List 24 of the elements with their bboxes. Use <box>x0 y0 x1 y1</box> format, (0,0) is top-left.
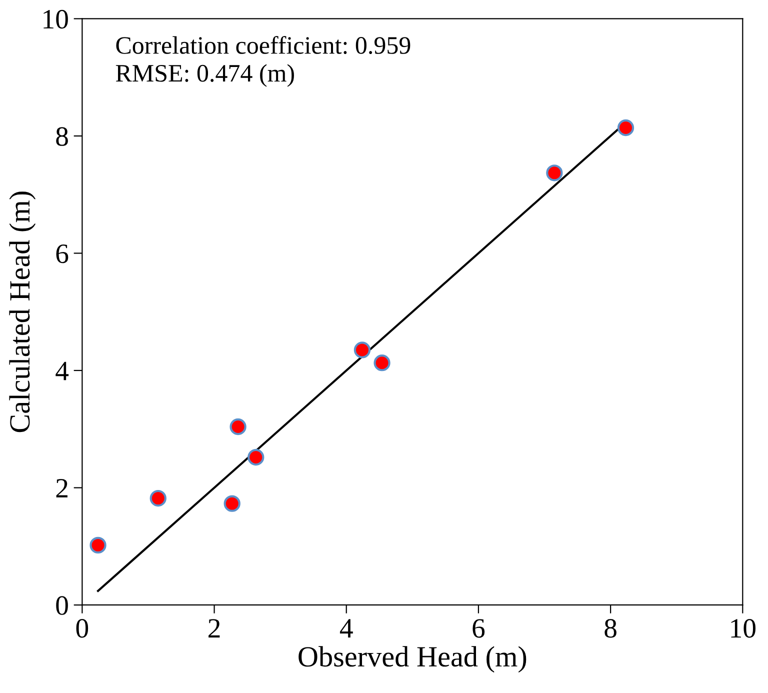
annotation: Correlation coefficient: 0.959 RMSE: 0.474 (m) <box>116 36 410 87</box>
x-tick-label: 10 <box>731 618 756 638</box>
y-axis-title: Calculated Head (m) <box>9 192 36 432</box>
point <box>150 490 166 507</box>
point <box>248 448 264 466</box>
y-tick-label: 4 <box>56 362 69 380</box>
y-tick-label: 0 <box>56 596 68 615</box>
y-tick-label: 10 <box>44 10 68 29</box>
x-tick-label: 2 <box>208 619 220 638</box>
point <box>90 536 106 554</box>
point <box>617 119 634 136</box>
point <box>546 164 563 182</box>
point <box>354 342 371 358</box>
x-tick-label: 0 <box>76 618 88 638</box>
point <box>224 495 240 512</box>
x-axis-title: Observed Head (m) <box>298 646 526 673</box>
y-tick-label: 6 <box>56 244 68 264</box>
point <box>374 354 390 372</box>
x-tick-label: 6 <box>472 619 485 638</box>
x-tick-label: 8 <box>604 618 616 638</box>
point <box>230 418 246 436</box>
x-tick-label: 4 <box>340 619 353 638</box>
y-tick-label: 2 <box>56 478 68 498</box>
y-tick-label: 8 <box>56 127 68 146</box>
